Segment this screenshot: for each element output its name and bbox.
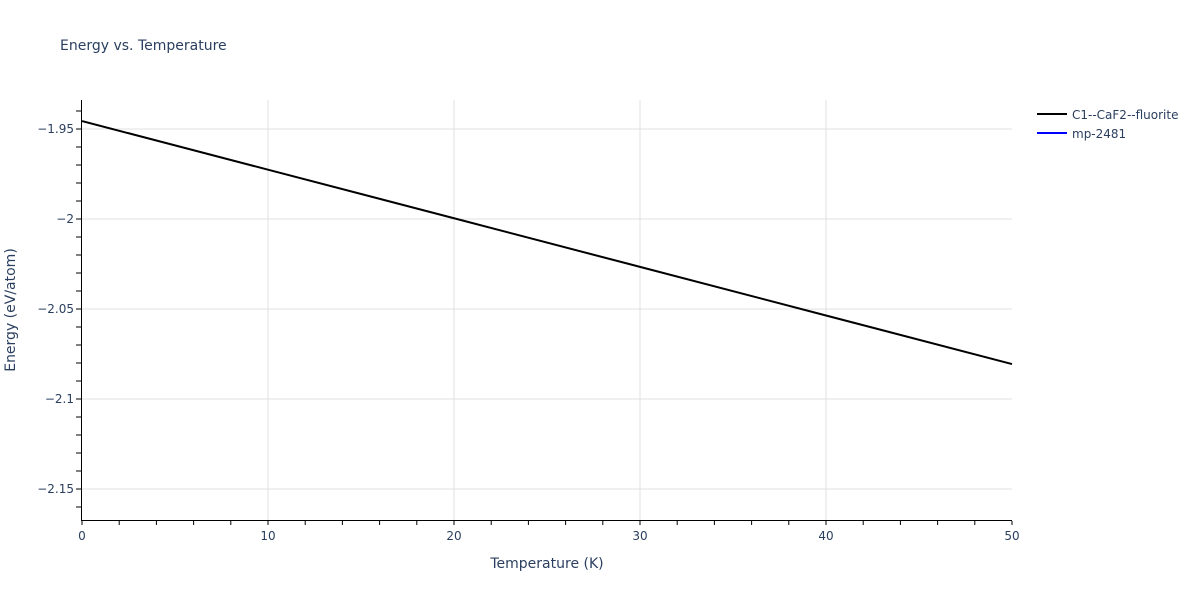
- legend[interactable]: C1--CaF2--fluorite mp-2481: [1037, 108, 1178, 141]
- svg-text:−2.05: −2.05: [37, 302, 74, 316]
- legend-item-c1-caf2-fluorite[interactable]: C1--CaF2--fluorite: [1037, 108, 1178, 122]
- svg-text:50: 50: [1004, 529, 1019, 543]
- svg-text:−2.15: −2.15: [37, 482, 74, 496]
- svg-text:40: 40: [818, 529, 833, 543]
- grid: [82, 100, 1012, 520]
- chart-title: Energy vs. Temperature: [60, 38, 227, 54]
- x-tick-labels: 0 10 20 30 40 50: [78, 529, 1019, 543]
- x-axis-label: Temperature (K): [489, 556, 603, 572]
- svg-text:20: 20: [446, 529, 461, 543]
- y-tick-labels: −1.95 −2 −2.05 −2.1 −2.15: [37, 122, 74, 496]
- y-axis-label: Energy (eV/atom): [3, 248, 19, 372]
- svg-text:10: 10: [260, 529, 275, 543]
- svg-text:30: 30: [632, 529, 647, 543]
- svg-text:mp-2481: mp-2481: [1072, 127, 1126, 141]
- svg-text:C1--CaF2--fluorite: C1--CaF2--fluorite: [1072, 108, 1178, 122]
- axes: [76, 100, 1013, 525]
- svg-text:−2: −2: [56, 212, 74, 226]
- legend-item-mp-2481[interactable]: mp-2481: [1037, 127, 1126, 141]
- series-line-c1-caf2-fluorite: [81, 120, 1013, 366]
- svg-text:−2.1: −2.1: [45, 392, 74, 406]
- svg-text:0: 0: [78, 529, 86, 543]
- svg-text:−1.95: −1.95: [37, 122, 74, 136]
